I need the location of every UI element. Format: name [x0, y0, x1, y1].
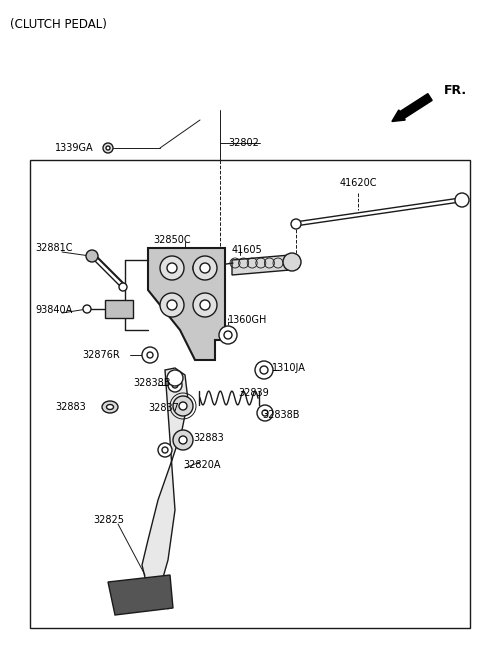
- Circle shape: [283, 253, 301, 271]
- Circle shape: [103, 143, 113, 153]
- Text: 32838B: 32838B: [133, 378, 170, 388]
- Text: 32802: 32802: [228, 138, 259, 148]
- Text: 1310JA: 1310JA: [272, 363, 306, 373]
- Circle shape: [83, 305, 91, 313]
- Text: 32838B: 32838B: [262, 410, 300, 420]
- Circle shape: [106, 146, 110, 150]
- Circle shape: [167, 263, 177, 273]
- Text: 32825: 32825: [93, 515, 124, 525]
- Ellipse shape: [107, 405, 113, 409]
- Circle shape: [193, 256, 217, 280]
- Text: 41620C: 41620C: [340, 178, 377, 188]
- Text: 1339GA: 1339GA: [55, 143, 94, 153]
- Text: 32820A: 32820A: [183, 460, 220, 470]
- Text: 32876R: 32876R: [82, 350, 120, 360]
- Text: 32839: 32839: [238, 388, 269, 398]
- Circle shape: [167, 370, 183, 386]
- Polygon shape: [142, 368, 188, 595]
- Circle shape: [255, 361, 273, 379]
- Text: 93840A: 93840A: [35, 305, 72, 315]
- Circle shape: [455, 193, 469, 207]
- Circle shape: [173, 430, 193, 450]
- Circle shape: [179, 436, 187, 444]
- Polygon shape: [232, 255, 290, 275]
- Text: 32883: 32883: [55, 402, 86, 412]
- Bar: [30, 160, 470, 628]
- Text: 1360GH: 1360GH: [228, 315, 267, 325]
- Circle shape: [160, 256, 184, 280]
- Circle shape: [193, 262, 205, 274]
- Bar: [105, 300, 133, 318]
- Circle shape: [200, 263, 210, 273]
- Text: (CLUTCH PEDAL): (CLUTCH PEDAL): [10, 18, 107, 31]
- Circle shape: [200, 300, 210, 310]
- Circle shape: [257, 405, 273, 421]
- Ellipse shape: [102, 401, 118, 413]
- Circle shape: [173, 396, 193, 416]
- Circle shape: [224, 331, 232, 339]
- Circle shape: [168, 378, 182, 392]
- Circle shape: [119, 283, 127, 291]
- Text: 32850C: 32850C: [153, 235, 191, 245]
- Text: 41605: 41605: [232, 245, 263, 255]
- Circle shape: [160, 293, 184, 317]
- Circle shape: [86, 250, 98, 262]
- Text: FR.: FR.: [444, 83, 467, 96]
- Polygon shape: [108, 575, 173, 615]
- Circle shape: [219, 326, 237, 344]
- FancyArrow shape: [392, 94, 432, 121]
- Circle shape: [179, 402, 187, 410]
- Circle shape: [162, 447, 168, 453]
- Text: 32881C: 32881C: [35, 243, 72, 253]
- Circle shape: [291, 219, 301, 229]
- Polygon shape: [148, 248, 225, 360]
- Circle shape: [172, 382, 178, 388]
- Circle shape: [167, 300, 177, 310]
- Text: 32837: 32837: [148, 403, 179, 413]
- Circle shape: [262, 410, 268, 416]
- Circle shape: [158, 443, 172, 457]
- Circle shape: [147, 352, 153, 358]
- Circle shape: [142, 347, 158, 363]
- Circle shape: [193, 293, 217, 317]
- Circle shape: [260, 366, 268, 374]
- Text: 32883: 32883: [193, 433, 224, 443]
